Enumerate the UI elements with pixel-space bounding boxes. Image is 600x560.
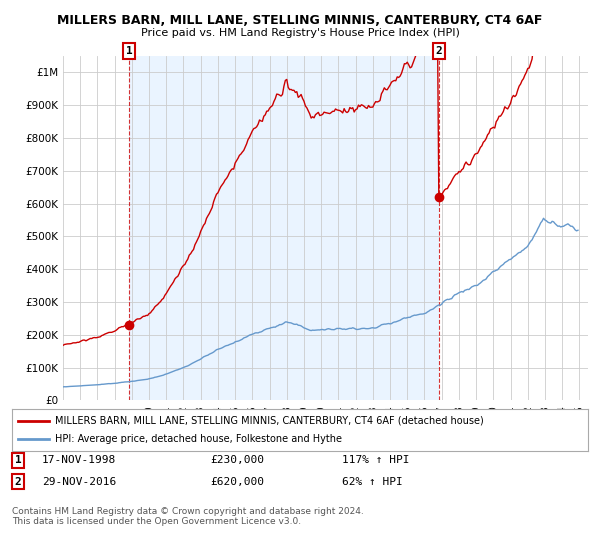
Text: 1: 1 (125, 46, 133, 56)
Text: Contains HM Land Registry data © Crown copyright and database right 2024.
This d: Contains HM Land Registry data © Crown c… (12, 507, 364, 526)
Text: 62% ↑ HPI: 62% ↑ HPI (342, 477, 403, 487)
Text: 2: 2 (14, 477, 22, 487)
Text: 2: 2 (436, 46, 442, 56)
Text: Price paid vs. HM Land Registry's House Price Index (HPI): Price paid vs. HM Land Registry's House … (140, 28, 460, 38)
Text: MILLERS BARN, MILL LANE, STELLING MINNIS, CANTERBURY, CT4 6AF: MILLERS BARN, MILL LANE, STELLING MINNIS… (58, 14, 542, 27)
Text: 1: 1 (14, 455, 22, 465)
Bar (129, 56, 439, 400)
Text: 117% ↑ HPI: 117% ↑ HPI (342, 455, 409, 465)
Text: 29-NOV-2016: 29-NOV-2016 (42, 477, 116, 487)
Text: HPI: Average price, detached house, Folkestone and Hythe: HPI: Average price, detached house, Folk… (55, 434, 342, 444)
Text: £620,000: £620,000 (210, 477, 264, 487)
Text: 17-NOV-1998: 17-NOV-1998 (42, 455, 116, 465)
Text: £230,000: £230,000 (210, 455, 264, 465)
Text: MILLERS BARN, MILL LANE, STELLING MINNIS, CANTERBURY, CT4 6AF (detached house): MILLERS BARN, MILL LANE, STELLING MINNIS… (55, 416, 484, 426)
